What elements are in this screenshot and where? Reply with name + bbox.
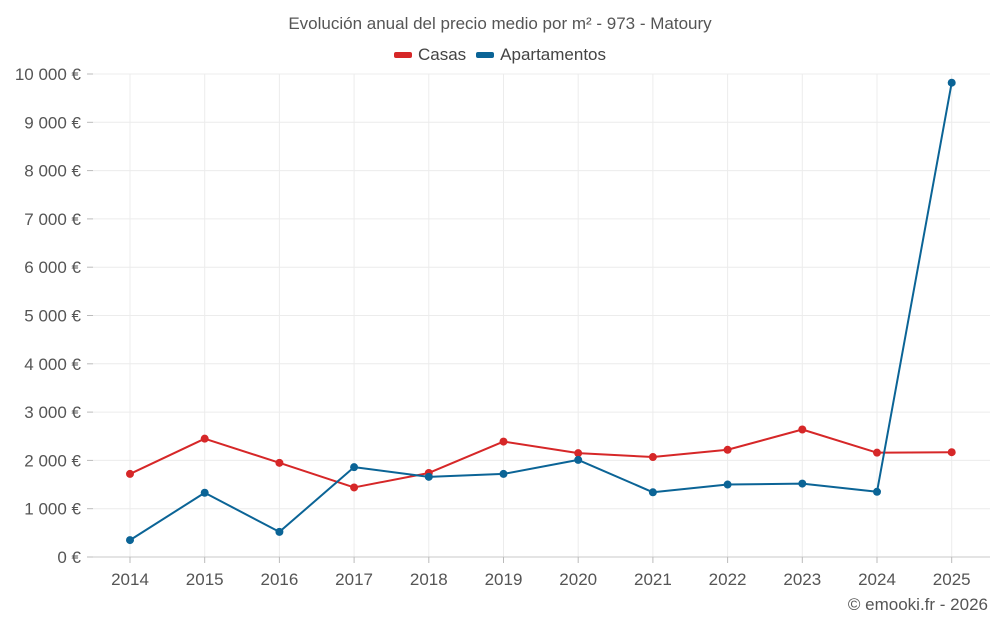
legend: Casas Apartamentos <box>0 45 1000 65</box>
data-point-apartamentos <box>648 488 657 497</box>
data-point-apartamentos <box>873 487 881 496</box>
data-point-apartamentos <box>723 480 732 489</box>
x-tick-label: 2017 <box>335 570 373 589</box>
data-point-casas <box>350 483 359 492</box>
y-tick-label: 4 000 € <box>24 355 81 374</box>
y-tick-label: 10 000 € <box>15 65 82 84</box>
x-tick-label: 2018 <box>410 570 448 589</box>
y-tick-label: 1 000 € <box>24 500 81 519</box>
legend-item-apartamentos[interactable]: Apartamentos <box>476 45 606 65</box>
series-line-casas <box>129 428 952 489</box>
x-tick-label: 2014 <box>111 570 149 589</box>
legend-label-casas: Casas <box>417 45 467 64</box>
x-tick-label: 2025 <box>933 570 971 589</box>
data-point-apartamentos <box>947 78 956 87</box>
data-point-casas <box>574 449 583 458</box>
y-tick-label: 8 000 € <box>24 162 81 181</box>
x-tick-label: 2019 <box>485 570 523 589</box>
data-point-casas <box>499 437 508 446</box>
y-tick-label: 7 000 € <box>24 210 81 229</box>
data-point-casas <box>275 458 284 467</box>
y-tick-label: 2 000 € <box>24 451 81 470</box>
legend-swatch-casas <box>393 52 412 58</box>
data-point-apartamentos <box>350 463 359 472</box>
data-point-apartamentos <box>424 472 433 481</box>
legend-swatch-apartamentos <box>476 52 495 58</box>
y-tick-label: 3 000 € <box>24 403 81 422</box>
x-tick-label: 2023 <box>783 570 821 589</box>
y-tick-label: 6 000 € <box>24 258 81 277</box>
data-point-casas <box>947 448 956 457</box>
x-tick-label: 2021 <box>634 570 672 589</box>
y-tick-label: 0 € <box>57 548 81 567</box>
x-tick-label: 2020 <box>559 570 597 589</box>
data-point-casas <box>126 469 134 478</box>
legend-item-casas[interactable]: Casas <box>393 45 467 65</box>
y-tick-label: 5 000 € <box>24 307 81 326</box>
series-line-apartamentos <box>129 82 953 541</box>
chart-title: Evolución anual del precio medio por m² … <box>288 14 712 33</box>
data-point-casas <box>723 445 732 454</box>
legend-label-apartamentos: Apartamentos <box>500 45 607 64</box>
data-point-casas <box>648 453 657 462</box>
copyright-footer: © emooki.fr - 2026 <box>847 595 988 614</box>
x-tick-label: 2015 <box>186 570 224 589</box>
data-point-casas <box>798 425 807 434</box>
data-point-apartamentos <box>574 455 583 464</box>
data-point-apartamentos <box>200 488 209 497</box>
x-tick-label: 2016 <box>260 570 298 589</box>
data-point-apartamentos <box>126 536 134 545</box>
data-point-apartamentos <box>798 479 807 488</box>
data-point-apartamentos <box>499 469 508 478</box>
y-tick-label: 9 000 € <box>24 113 81 132</box>
data-point-casas <box>873 448 881 457</box>
data-point-apartamentos <box>275 527 284 536</box>
x-tick-label: 2022 <box>709 570 747 589</box>
x-tick-label: 2024 <box>858 570 896 589</box>
data-point-casas <box>200 434 209 443</box>
